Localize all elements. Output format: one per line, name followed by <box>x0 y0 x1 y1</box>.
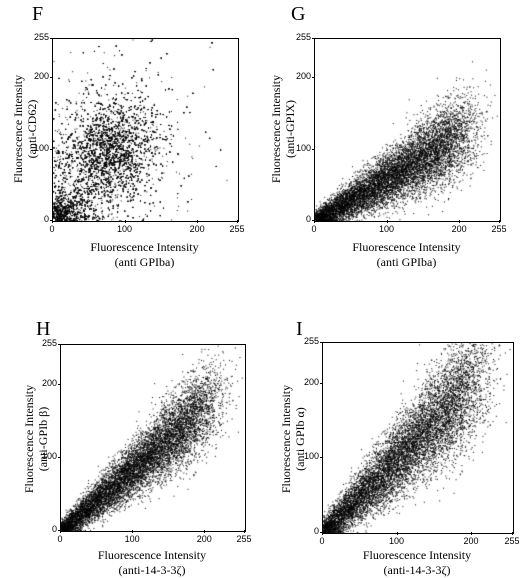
x-tick-label: 200 <box>196 534 212 544</box>
scatter-points <box>323 343 513 533</box>
y-tick-mark <box>50 148 53 150</box>
panel-letter: G <box>291 3 306 25</box>
x-axis-label: Fluorescence Intensity (anti-14-3-3ζ) <box>322 548 512 578</box>
y-tick-mark <box>58 344 61 345</box>
x-tick-mark <box>471 532 473 535</box>
x-axis-label-line1: Fluorescence Intensity <box>362 548 472 562</box>
x-axis-label-line2: (anti-14-3-3ζ) <box>118 563 186 577</box>
x-tick-mark <box>132 530 134 533</box>
y-tick-label: 200 <box>41 378 57 389</box>
y-tick-label: 255 <box>295 32 311 42</box>
y-axis-label-line1: Fluorescence Intensity <box>269 74 283 184</box>
y-tick-mark <box>320 457 323 459</box>
x-tick-mark <box>512 532 513 535</box>
x-tick-mark <box>499 220 500 223</box>
x-tick-label: 0 <box>319 536 325 546</box>
y-tick-mark <box>312 148 315 150</box>
y-tick-mark <box>312 38 315 39</box>
x-tick-mark <box>124 220 126 223</box>
x-tick-mark <box>244 530 245 533</box>
x-tick-label: 255 <box>236 534 252 544</box>
x-tick-mark <box>396 532 398 535</box>
x-tick-label: 255 <box>491 224 507 234</box>
y-tick-label: 0 <box>43 214 49 224</box>
scatter-points <box>53 39 238 221</box>
y-axis-label-line1: Fluorescence Intensity <box>11 74 25 184</box>
y-tick-mark <box>320 342 323 343</box>
y-tick-label: 200 <box>295 71 311 82</box>
x-tick-mark <box>386 220 388 223</box>
x-tick-label: 100 <box>124 534 140 544</box>
x-tick-mark <box>322 532 323 535</box>
plot-area <box>314 38 501 222</box>
x-tick-mark <box>60 530 61 533</box>
y-tick-label: 0 <box>305 214 311 224</box>
y-tick-mark <box>58 457 61 459</box>
y-tick-label: 100 <box>41 451 57 462</box>
y-tick-mark <box>50 38 53 39</box>
panel-letter: H <box>36 318 51 340</box>
x-axis-label-line2: (anti-14-3-3ζ) <box>383 563 451 577</box>
y-tick-label: 200 <box>303 376 319 387</box>
x-tick-mark <box>204 530 206 533</box>
y-tick-label: 0 <box>313 526 319 536</box>
y-tick-label: 255 <box>303 336 319 346</box>
y-tick-mark <box>58 530 61 531</box>
y-tick-mark <box>50 77 53 79</box>
x-tick-label: 100 <box>388 536 405 546</box>
plot-area <box>322 342 514 534</box>
panel-letter: F <box>32 3 44 25</box>
x-tick-label: 255 <box>504 536 520 546</box>
y-tick-mark <box>58 384 61 386</box>
y-tick-mark <box>320 382 323 384</box>
scatter-points <box>61 345 245 531</box>
plot-area <box>52 38 239 222</box>
y-tick-label: 0 <box>51 524 57 534</box>
y-tick-label: 100 <box>295 142 311 153</box>
y-tick-label: 100 <box>33 142 49 153</box>
x-tick-label: 200 <box>451 224 467 234</box>
y-tick-label: 255 <box>33 32 49 42</box>
panel-letter: I <box>296 318 303 340</box>
plot-area <box>60 344 246 532</box>
x-axis-label-line1: Fluorescence Intensity <box>352 240 461 254</box>
y-tick-label: 255 <box>41 338 57 348</box>
x-tick-label: 0 <box>49 224 55 234</box>
x-tick-label: 100 <box>117 224 133 234</box>
x-tick-mark <box>52 220 53 223</box>
x-axis-label-line1: Fluorescence Intensity <box>97 548 207 562</box>
x-tick-mark <box>459 220 461 223</box>
x-axis-label: Fluorescence Intensity (anti GPIba) <box>314 240 499 270</box>
x-tick-label: 0 <box>311 224 317 234</box>
y-axis-label-line1: Fluorescence Intensity <box>279 384 293 494</box>
y-tick-mark <box>312 77 315 79</box>
x-axis-label-line2: (anti GPIba) <box>376 255 437 269</box>
x-axis-label: Fluorescence Intensity (anti GPIba) <box>52 240 237 270</box>
x-tick-label: 255 <box>229 224 245 234</box>
y-tick-mark <box>320 532 323 533</box>
x-tick-label: 200 <box>463 536 479 546</box>
x-tick-mark <box>314 220 315 223</box>
x-tick-label: 0 <box>57 534 63 544</box>
y-tick-label: 100 <box>303 451 319 462</box>
x-axis-label-line2: (anti GPIba) <box>114 255 175 269</box>
x-tick-label: 200 <box>189 224 205 234</box>
x-tick-mark <box>197 220 199 223</box>
scatter-points <box>315 39 500 221</box>
y-axis-label-line1: Fluorescence Intensity <box>22 384 36 494</box>
x-tick-mark <box>237 220 238 223</box>
x-tick-label: 100 <box>379 224 395 234</box>
y-tick-mark <box>50 220 53 221</box>
x-axis-label: Fluorescence Intensity (anti-14-3-3ζ) <box>60 548 244 578</box>
x-axis-label-line1: Fluorescence Intensity <box>90 240 199 254</box>
y-tick-label: 200 <box>33 71 49 82</box>
y-tick-mark <box>312 220 315 221</box>
